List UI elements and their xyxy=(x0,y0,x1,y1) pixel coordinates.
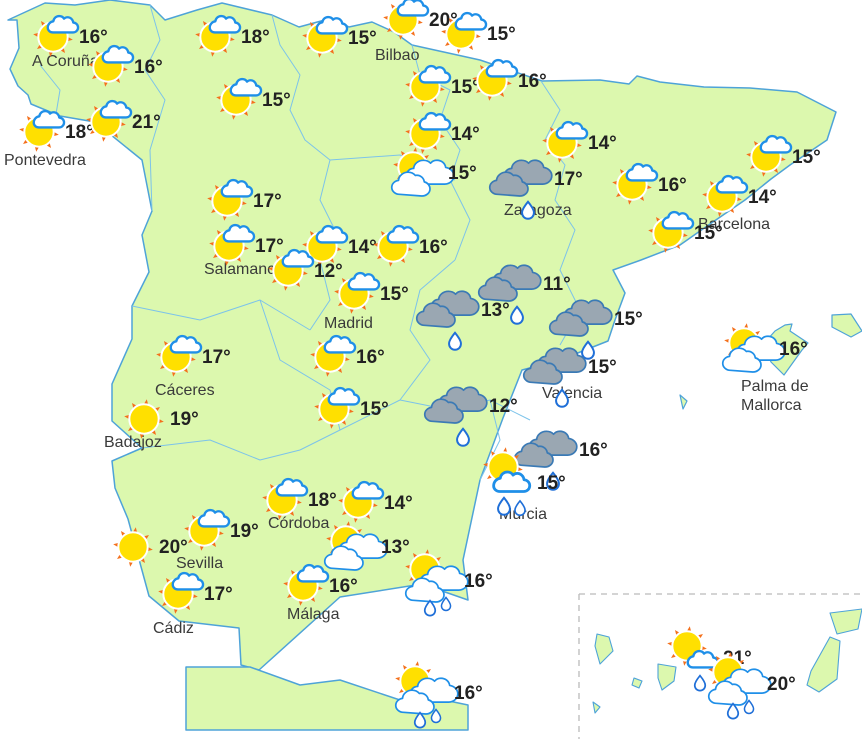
svg-text:17°: 17° xyxy=(255,236,284,257)
svg-text:15°: 15° xyxy=(537,473,566,494)
svg-text:20°: 20° xyxy=(159,537,188,558)
svg-text:14°: 14° xyxy=(348,237,377,258)
svg-text:13°: 13° xyxy=(381,537,410,558)
svg-text:16°: 16° xyxy=(658,175,687,196)
svg-text:13°: 13° xyxy=(481,300,510,321)
svg-text:18°: 18° xyxy=(308,490,337,511)
svg-text:15°: 15° xyxy=(348,28,377,49)
svg-text:15°: 15° xyxy=(448,163,477,184)
svg-text:Zaragoza: Zaragoza xyxy=(504,202,572,219)
svg-text:Málaga: Málaga xyxy=(287,606,340,623)
svg-text:14°: 14° xyxy=(451,124,480,145)
svg-text:16°: 16° xyxy=(454,683,483,704)
svg-text:15°: 15° xyxy=(614,309,643,330)
svg-text:Cáceres: Cáceres xyxy=(155,382,215,399)
svg-text:16°: 16° xyxy=(79,27,108,48)
svg-text:Palma de: Palma de xyxy=(741,378,809,395)
svg-text:20°: 20° xyxy=(767,674,796,695)
svg-text:18°: 18° xyxy=(65,122,94,143)
svg-text:12°: 12° xyxy=(314,261,343,282)
svg-text:18°: 18° xyxy=(241,27,270,48)
svg-text:16°: 16° xyxy=(134,57,163,78)
svg-text:14°: 14° xyxy=(384,493,413,514)
svg-text:15°: 15° xyxy=(360,399,389,420)
svg-text:11°: 11° xyxy=(543,274,571,295)
svg-text:16°: 16° xyxy=(579,440,608,461)
svg-text:Córdoba: Córdoba xyxy=(268,515,329,532)
svg-text:Mallorca: Mallorca xyxy=(741,397,802,414)
svg-text:A Coruña: A Coruña xyxy=(32,53,99,70)
svg-text:15°: 15° xyxy=(451,77,480,98)
svg-text:Valencia: Valencia xyxy=(542,385,602,402)
svg-text:16°: 16° xyxy=(419,237,448,258)
svg-text:17°: 17° xyxy=(204,584,233,605)
svg-text:15°: 15° xyxy=(792,147,821,168)
svg-text:19°: 19° xyxy=(170,409,199,430)
svg-text:21°: 21° xyxy=(132,112,161,133)
svg-text:16°: 16° xyxy=(356,347,385,368)
svg-text:12°: 12° xyxy=(489,396,518,417)
svg-text:17°: 17° xyxy=(202,347,231,368)
svg-text:17°: 17° xyxy=(253,191,282,212)
svg-text:Badajoz: Badajoz xyxy=(104,434,162,451)
svg-text:15°: 15° xyxy=(694,223,723,244)
svg-text:15°: 15° xyxy=(487,24,516,45)
svg-text:17°: 17° xyxy=(554,169,583,190)
svg-text:Madrid: Madrid xyxy=(324,315,373,332)
svg-text:Bilbao: Bilbao xyxy=(375,47,420,64)
svg-text:15°: 15° xyxy=(380,284,409,305)
svg-text:14°: 14° xyxy=(748,187,777,208)
svg-text:16°: 16° xyxy=(518,71,547,92)
svg-text:14°: 14° xyxy=(588,133,617,154)
svg-text:15°: 15° xyxy=(588,357,617,378)
svg-text:16°: 16° xyxy=(329,576,358,597)
svg-text:15°: 15° xyxy=(262,90,291,111)
svg-text:16°: 16° xyxy=(779,339,808,360)
svg-text:Cádiz: Cádiz xyxy=(153,620,194,637)
svg-text:Pontevedra: Pontevedra xyxy=(4,152,86,169)
svg-text:16°: 16° xyxy=(464,571,493,592)
svg-text:19°: 19° xyxy=(230,521,259,542)
